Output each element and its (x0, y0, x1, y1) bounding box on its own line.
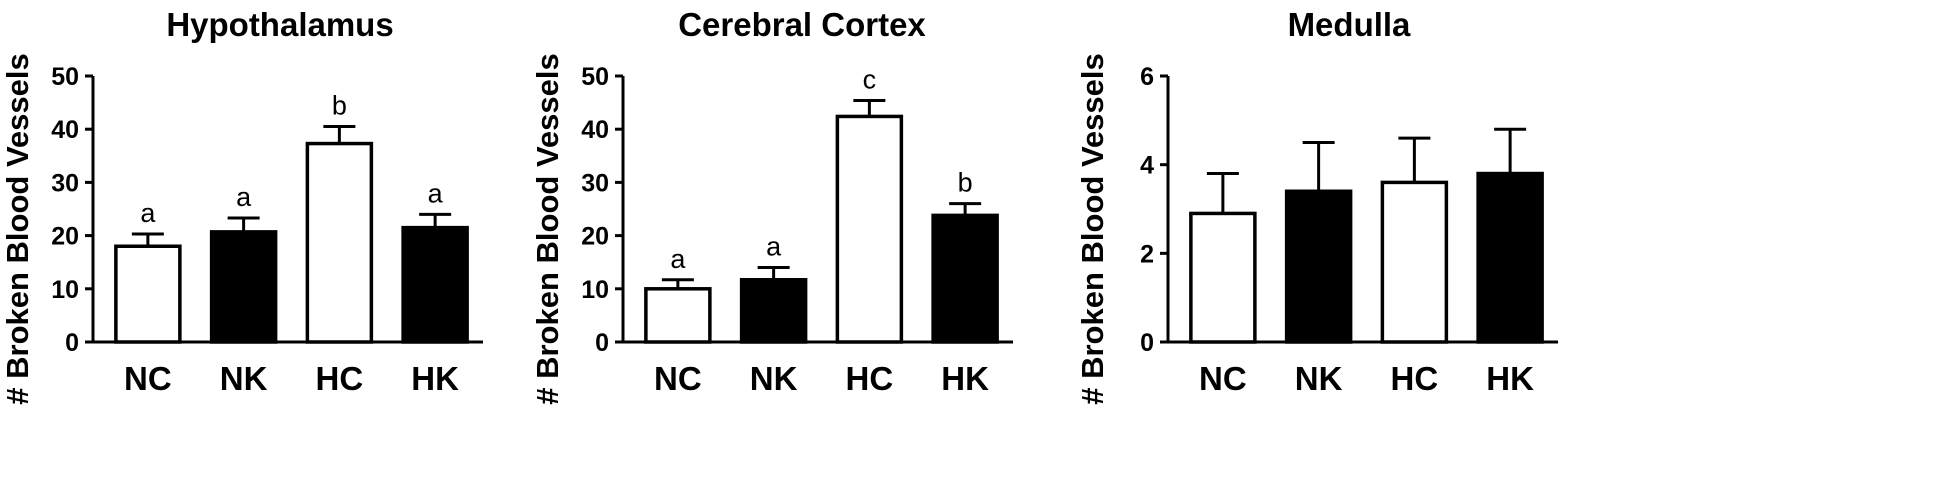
y-tick-label: 0 (595, 329, 609, 357)
x-tick-label: NK (1295, 360, 1343, 397)
y-axis-label: # Broken Blood Vessels (1075, 53, 1110, 404)
x-tick-label: NK (220, 360, 268, 397)
significance-label: a (670, 244, 686, 274)
y-tick-label: 30 (581, 169, 609, 197)
x-tick-label: NC (1199, 360, 1247, 397)
bar-nc (644, 287, 712, 344)
y-tick-label: 40 (581, 116, 609, 144)
x-tick-label: NK (750, 360, 798, 397)
bar-nk (739, 278, 808, 344)
bar-hc (835, 114, 904, 344)
panel-cerebral-cortex: Cerebral Cortex # Broken Blood Vessels 0 10… (530, 6, 1013, 405)
y-tick-label: 0 (65, 329, 79, 357)
x-tick-label: HK (411, 360, 459, 397)
x-tick-label: NC (124, 360, 172, 397)
panel-hypothalamus: Hypothalamus # Broken Blood Vessels 0 10 20 3… (0, 6, 483, 405)
x-tick-label: HK (941, 360, 989, 397)
y-tick-label: 30 (51, 169, 79, 197)
bar-nc (1189, 211, 1257, 344)
significance-label: a (766, 232, 782, 262)
y-tick-label: 4 (1140, 152, 1154, 180)
panel-medulla: Medulla # Broken Blood Vessels 0 2 4 6 NC NK HC H… (1075, 6, 1558, 405)
bar-hc (305, 141, 374, 344)
y-tick-label: 50 (51, 63, 79, 91)
x-tick-label: HC (316, 360, 364, 397)
y-tick-label: 20 (581, 223, 609, 251)
significance-label: a (236, 182, 252, 212)
significance-label: a (140, 198, 156, 228)
panel-title: Medulla (1288, 6, 1411, 43)
x-tick-label: NC (654, 360, 702, 397)
y-tick-label: 50 (581, 63, 609, 91)
bar-nc (114, 244, 182, 344)
y-axis-label: # Broken Blood Vessels (0, 53, 35, 404)
bar-hk (931, 213, 999, 344)
y-tick-label: 10 (581, 276, 609, 304)
bar-nk (209, 230, 278, 344)
y-tick-label: 10 (51, 276, 79, 304)
bar-hk (401, 225, 469, 344)
y-tick-label: 2 (1140, 240, 1154, 268)
y-tick-label: 6 (1140, 63, 1154, 91)
y-axis-label: # Broken Blood Vessels (530, 53, 565, 404)
x-tick-label: HK (1486, 360, 1534, 397)
y-tick-label: 0 (1140, 329, 1154, 357)
panel-title: Hypothalamus (166, 6, 393, 43)
bar-hc (1380, 180, 1449, 344)
panel-title: Cerebral Cortex (678, 6, 926, 43)
significance-label: b (332, 91, 347, 121)
y-tick-label: 40 (51, 116, 79, 144)
bar-hk (1476, 171, 1544, 344)
x-tick-label: HC (1391, 360, 1439, 397)
y-tick-label: 20 (51, 223, 79, 251)
bar-nk (1284, 189, 1353, 344)
significance-label: b (958, 168, 973, 198)
x-tick-label: HC (846, 360, 894, 397)
significance-label: c (863, 64, 877, 94)
significance-label: a (428, 178, 444, 208)
